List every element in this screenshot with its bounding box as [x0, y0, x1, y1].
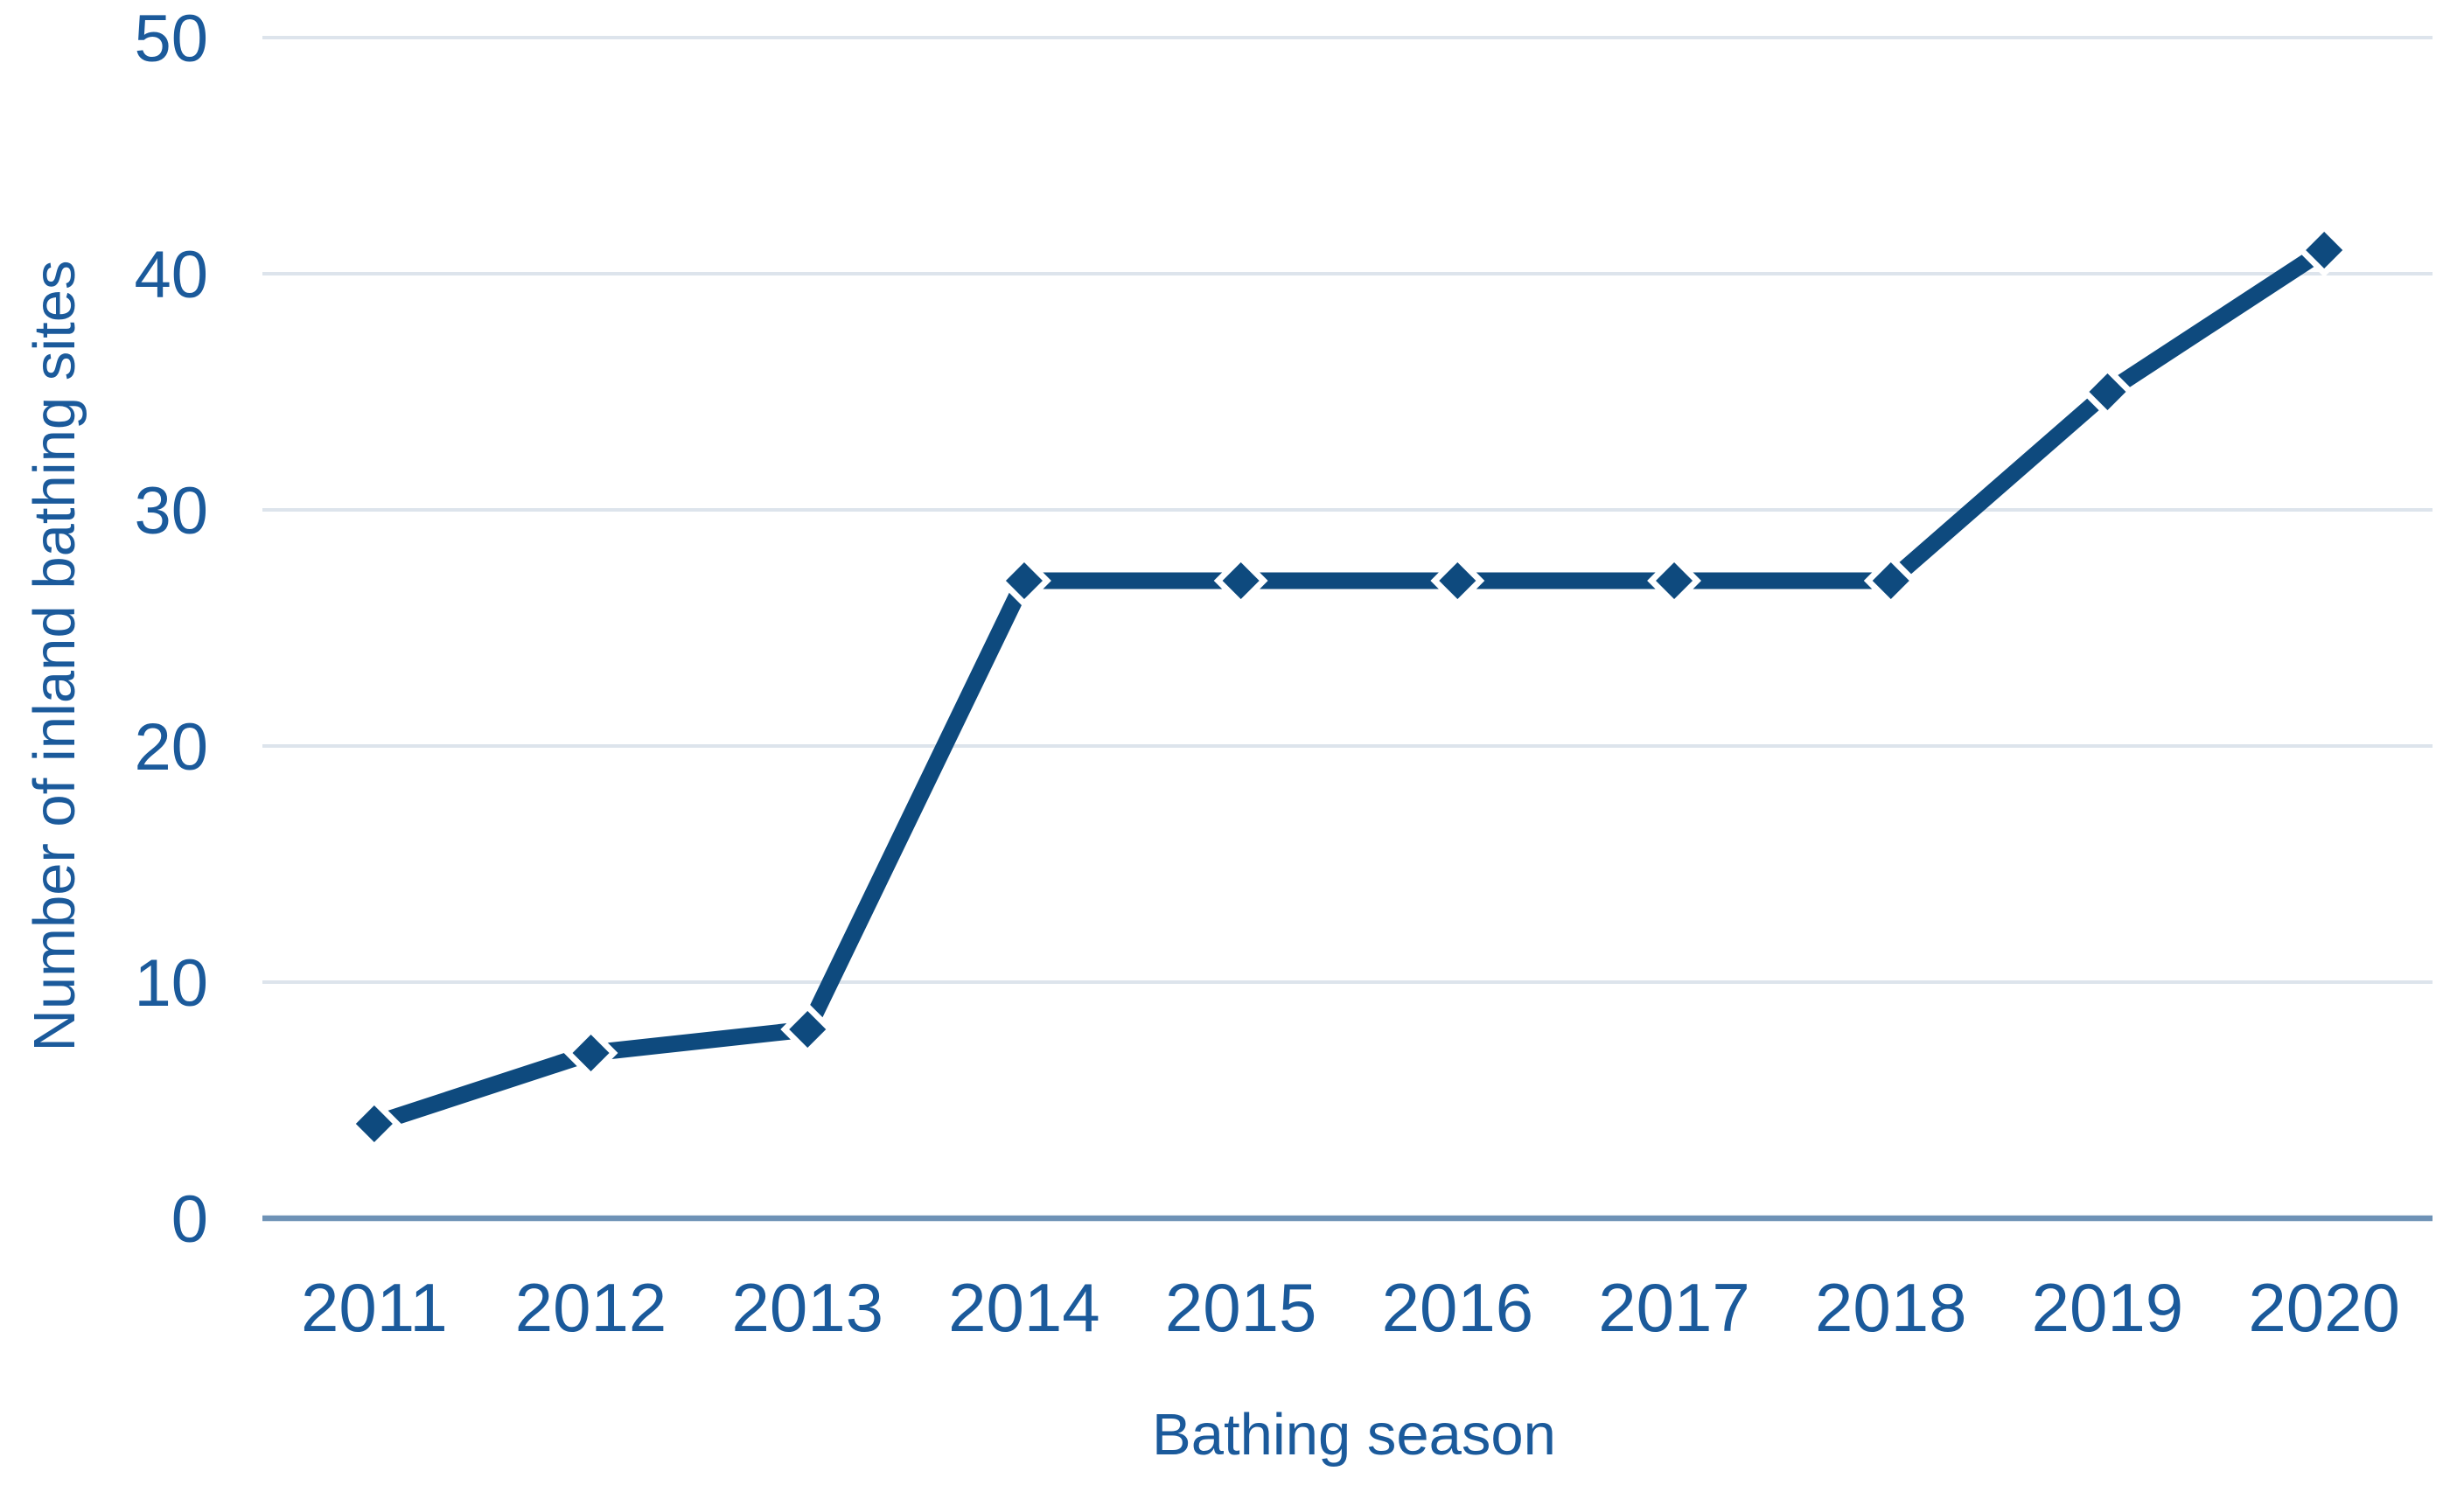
x-tick-label: 2014 [948, 1269, 1100, 1346]
x-tick-label: 2016 [1382, 1269, 1534, 1346]
x-axis-tick-labels: 2011 2012 2013 2014 2015 2016 2017 2018 2019 2020 [301, 1269, 2400, 1346]
data-point-marker [780, 1002, 835, 1056]
y-axis-tick-labels: 0 10 20 30 40 50 [134, 2, 208, 1257]
y-tick-label: 0 [171, 1182, 208, 1257]
series-line [366, 241, 2333, 1133]
data-point-marker [1647, 554, 1701, 608]
y-axis-title: Number of inland bathing sites [22, 260, 87, 1051]
data-point-marker [2080, 365, 2135, 419]
x-tick-label: 2015 [1165, 1269, 1317, 1346]
x-tick-label: 2019 [2032, 1269, 2184, 1346]
data-point-marker [1430, 554, 1485, 608]
y-tick-label: 20 [134, 710, 208, 784]
y-tick-label: 30 [134, 474, 208, 548]
data-point-marker [346, 1097, 401, 1151]
y-tick-label: 40 [134, 238, 208, 312]
data-point-marker [1863, 554, 1918, 608]
data-series [346, 223, 2352, 1151]
x-axis-title: Bathing season [1152, 1402, 1556, 1468]
x-tick-label: 2012 [515, 1269, 667, 1346]
x-tick-label: 2011 [301, 1269, 448, 1346]
x-tick-label: 2020 [2248, 1269, 2400, 1346]
data-point-marker [2297, 223, 2352, 277]
x-tick-label: 2017 [1598, 1269, 1750, 1346]
y-tick-label: 50 [134, 2, 208, 76]
x-tick-label: 2013 [731, 1269, 883, 1346]
data-point-marker [1213, 554, 1268, 608]
x-tick-label: 2018 [1815, 1269, 1967, 1346]
y-tick-label: 10 [134, 946, 208, 1021]
data-point-marker [563, 1026, 618, 1080]
gridlines [262, 36, 2433, 1222]
data-point-marker [997, 554, 1051, 608]
